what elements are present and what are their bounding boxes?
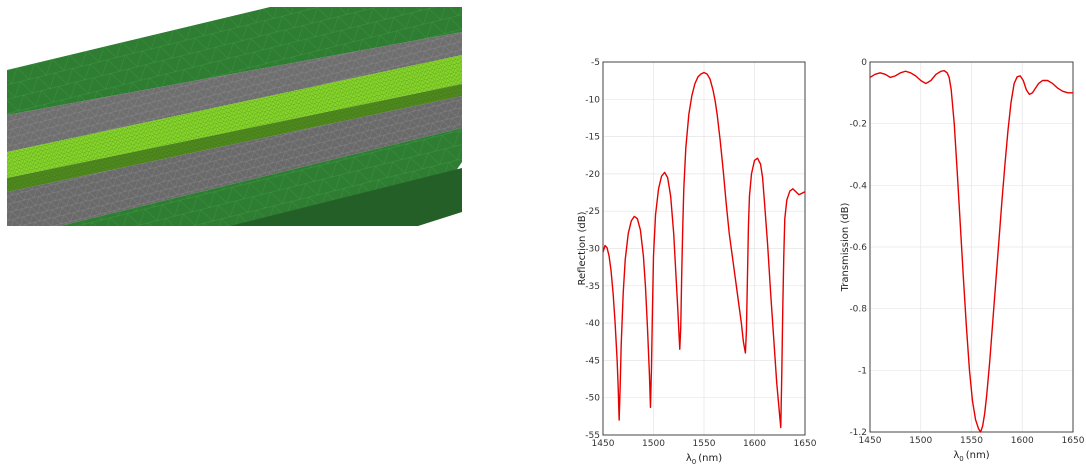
x-axis-title: λ0 (nm)	[686, 453, 722, 466]
x-tick-label: 1450	[859, 436, 882, 446]
y-tick-label: -0.6	[849, 243, 867, 253]
y-tick-label: -0.4	[849, 181, 867, 191]
y-tick-label: -55	[585, 431, 600, 441]
y-tick-label: -45	[585, 356, 600, 366]
x-tick-label: 1550	[960, 436, 983, 446]
mesh-upper-grey-layer	[7, 32, 462, 152]
mesh-lower-grey-layer	[7, 96, 462, 226]
x-tick-label: 1650	[1062, 436, 1085, 446]
waveguide-mesh-image	[7, 7, 462, 226]
y-tick-label: -0.8	[849, 305, 867, 315]
mesh-top-cladding	[7, 7, 462, 115]
x-tick-label: 1550	[693, 439, 716, 449]
transmission-chart: 1450 1500 1550 1600 1650 0 -0.2 -0.4 -0.6 -0.8 -1 -…	[840, 58, 1085, 463]
y-tick-label: -30	[585, 245, 600, 255]
series-line	[602, 71, 806, 429]
y-tick-label: -10	[585, 95, 600, 105]
mesh-bottom-cladding	[60, 128, 462, 226]
x-axis-symbol: λ	[686, 453, 692, 464]
y-tick-label: -35	[585, 282, 600, 292]
plot-frame	[602, 61, 806, 436]
y-tick-label: 0	[861, 58, 867, 68]
x-tick-label: 1500	[909, 436, 932, 446]
y-tick-label: -15	[585, 133, 600, 143]
y-tick-label: -25	[585, 207, 600, 217]
x-tick-label: 1500	[642, 439, 665, 449]
series-line	[869, 69, 1073, 433]
y-axis-title: Reflection (dB)	[577, 211, 588, 285]
x-axis-subscript: 0	[959, 455, 963, 463]
x-tick-label: 1650	[794, 439, 817, 449]
x-axis-subscript: 0	[692, 458, 696, 466]
y-tick-label: -40	[585, 319, 600, 329]
reflection-chart: 1450 1500 1550 1600 1650 -5 -10 -15 -20 -25 -30 -35…	[577, 58, 817, 466]
x-axis-symbol: λ	[953, 450, 959, 461]
plot-frame	[869, 61, 1074, 433]
x-axis-unit: (nm)	[966, 450, 990, 461]
y-tick-label: -0.2	[849, 120, 867, 130]
y-tick-label: -1.2	[849, 428, 867, 438]
x-tick-label: 1600	[743, 439, 766, 449]
y-tick-label: -5	[591, 58, 600, 68]
mesh-waveguide-core	[7, 55, 462, 192]
y-tick-label: -20	[585, 170, 600, 180]
x-tick-label: 1600	[1011, 436, 1034, 446]
y-tick-label: -1	[858, 366, 867, 376]
y-tick-label: -50	[585, 394, 600, 404]
x-axis-unit: (nm)	[698, 453, 722, 464]
x-axis-title: λ0 (nm)	[953, 450, 989, 463]
x-tick-label: 1450	[592, 439, 615, 449]
y-axis-title: Transmission (dB)	[840, 203, 851, 293]
